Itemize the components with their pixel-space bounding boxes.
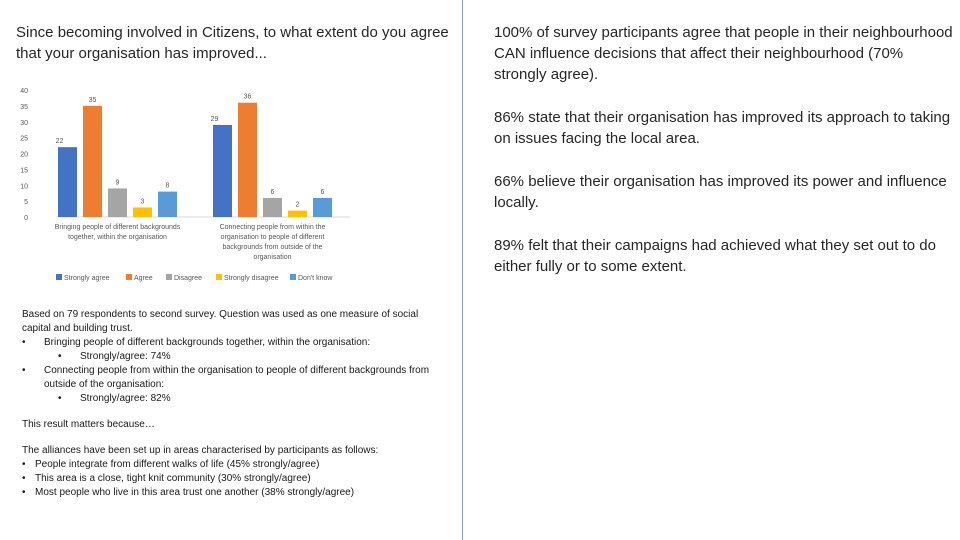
legend-label: Strongly agree (64, 275, 110, 282)
notes-sub-bullet: • Strongly/agree: 74% (22, 350, 432, 364)
notes-bullet-text: Bringing people of different backgrounds… (44, 337, 371, 348)
alliance-item: • Most people who live in this area trus… (22, 486, 432, 500)
bar (288, 210, 307, 217)
data-label: 36 (244, 94, 252, 101)
x-category-label: backgrounds from outside of the (222, 244, 322, 251)
notes: Based on 79 respondents to second survey… (22, 308, 432, 500)
legend-label: Disagree (174, 275, 202, 282)
legend-swatch (166, 274, 172, 280)
alliance-item: • This area is a close, tight knit commu… (22, 472, 432, 486)
alliance-item-text: This area is a close, tight knit communi… (35, 473, 311, 484)
stat-paragraph: 86% state that their organisation has im… (494, 109, 951, 147)
bar (58, 147, 77, 217)
stat-paragraph: 100% of survey participants agree that p… (494, 24, 953, 83)
x-category-label: Connecting people from within the (220, 224, 326, 231)
bar (133, 207, 152, 217)
legend-swatch (290, 274, 296, 280)
bullet-dot: • (22, 473, 26, 484)
bullet-dot: • (22, 459, 26, 470)
y-tick-label: 10 (20, 183, 28, 190)
notes-bullet-text: Connecting people from within the organi… (44, 365, 430, 390)
legend-swatch (216, 274, 222, 280)
notes-alliances-intro: The alliances have been set up in areas … (22, 445, 379, 456)
notes-sub-bullet: • Strongly/agree: 82% (22, 392, 432, 406)
bar (158, 191, 177, 217)
notes-sub-bullet-text: Strongly/agree: 74% (80, 351, 171, 362)
bar (238, 102, 257, 217)
bar (313, 197, 332, 217)
legend-swatch (126, 274, 132, 280)
data-label: 8 (166, 183, 170, 190)
data-label: 29 (211, 116, 219, 123)
y-tick-label: 40 (20, 88, 28, 95)
bar (108, 188, 127, 217)
data-label: 9 (116, 179, 120, 186)
data-label: 22 (56, 138, 64, 145)
notes-bullet: • Bringing people of different backgroun… (22, 336, 432, 350)
data-label: 6 (321, 189, 325, 196)
x-category-label: organisation (253, 254, 291, 261)
bar-chart: 0 5 10 15 20 25 30 35 40 22 35 9 3 8 Bringing people o… (20, 88, 350, 282)
stat-paragraph: 89% felt that their campaigns had achiev… (494, 237, 936, 275)
y-tick-label: 30 (20, 120, 28, 127)
notes-bullet: • Connecting people from within the orga… (22, 364, 432, 392)
legend-label: Agree (134, 275, 153, 282)
left-panel: Since becoming involved in Citizens, to … (0, 0, 462, 540)
bar (213, 124, 232, 217)
bullet-dot: • (22, 337, 26, 348)
vertical-divider (462, 0, 463, 540)
data-label: 6 (271, 189, 275, 196)
x-category-label: organisation to people of different (221, 234, 325, 241)
right-panel: 100% of survey participants agree that p… (494, 22, 956, 299)
data-label: 2 (296, 202, 300, 209)
y-tick-label: 5 (24, 199, 28, 206)
notes-intro: Based on 79 respondents to second survey… (22, 309, 419, 334)
x-category-label: Bringing people of different backgrounds (55, 224, 181, 231)
alliance-item-text: People integrate from different walks of… (35, 459, 320, 470)
y-tick-label: 15 (20, 167, 28, 174)
y-tick-label: 35 (20, 104, 28, 111)
x-category-label: together, within the organisation (68, 234, 167, 241)
alliance-item-text: Most people who live in this area trust … (35, 487, 355, 498)
notes-matters: This result matters because… (22, 419, 155, 430)
stat-paragraph: 66% believe their organisation has impro… (494, 173, 947, 211)
notes-sub-bullet-text: Strongly/agree: 82% (80, 393, 171, 404)
bar (263, 197, 282, 217)
bar (83, 105, 102, 217)
data-label: 3 (141, 198, 145, 205)
bullet-dot: • (58, 351, 62, 362)
legend-label: Don't know (298, 275, 333, 282)
legend-label: Strongly disagree (224, 275, 279, 282)
slide-title: Since becoming involved in Citizens, to … (16, 24, 449, 62)
y-tick-label: 0 (24, 215, 28, 222)
y-tick-label: 20 (20, 152, 28, 159)
legend-swatch (56, 274, 62, 280)
bullet-dot: • (58, 393, 62, 404)
bullet-dot: • (22, 487, 26, 498)
alliance-item: • People integrate from different walks … (22, 458, 432, 472)
bullet-dot: • (22, 365, 26, 376)
y-tick-label: 25 (20, 136, 28, 143)
data-label: 35 (89, 97, 97, 104)
